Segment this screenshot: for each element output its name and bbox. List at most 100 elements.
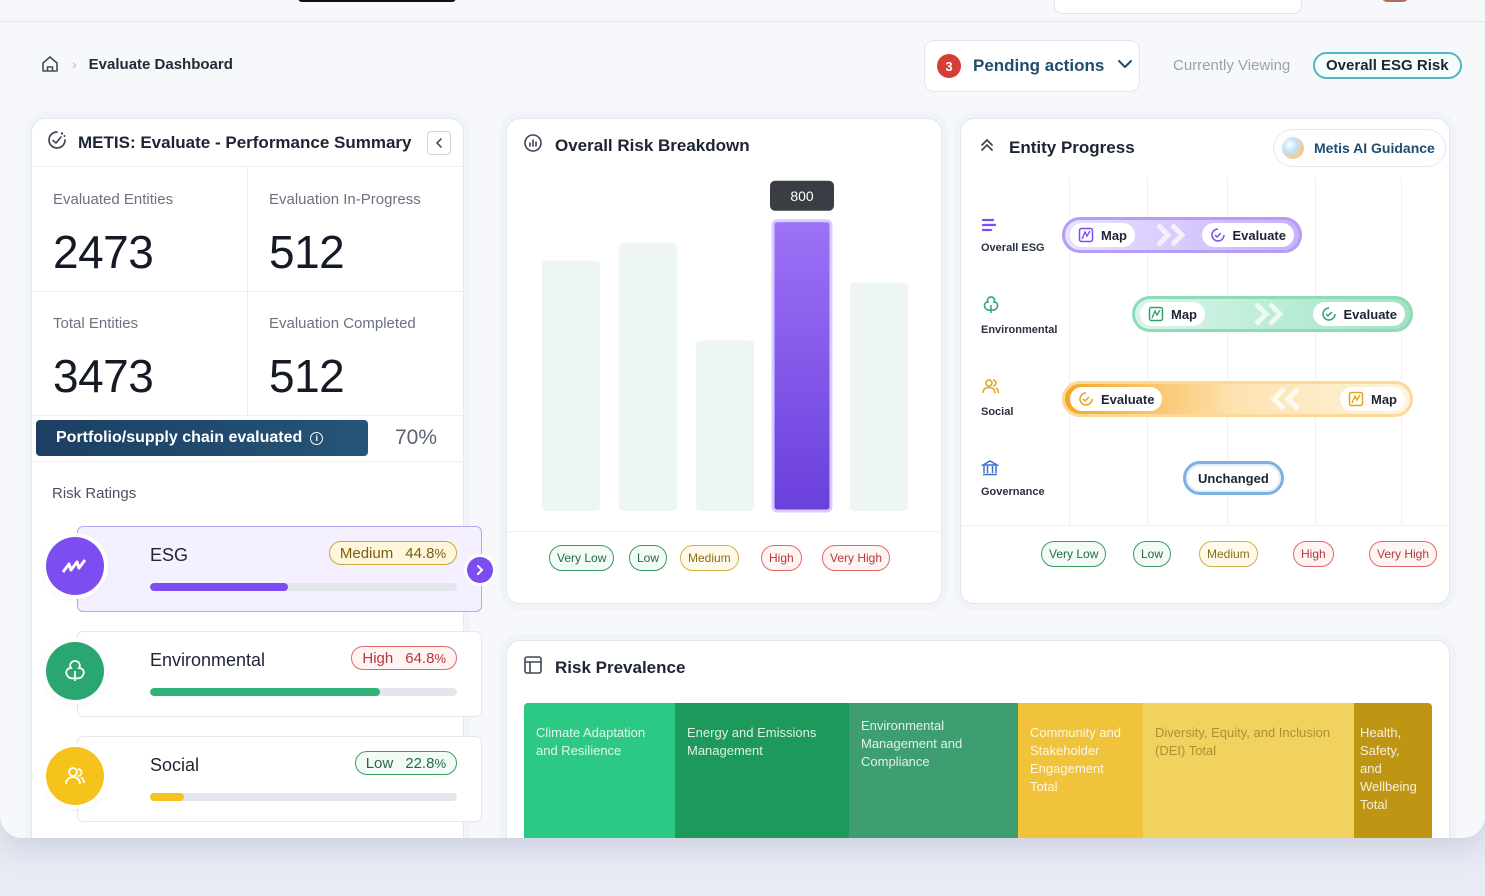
stat-value: 3473	[53, 350, 154, 402]
stat-value: 512	[269, 350, 345, 402]
entity-progress-header: Entity Progress	[977, 135, 1135, 160]
stat-evaluation-completed: Evaluation Completed 512	[248, 291, 464, 415]
progress-track-social[interactable]: Evaluate Map	[1062, 381, 1413, 417]
treemap-cell-climate[interactable]: Climate Adaptation and Resilience	[524, 703, 675, 838]
chevron-down-icon	[1116, 55, 1134, 78]
rating-percent: 44.8%	[405, 544, 446, 562]
pending-actions-button[interactable]: 3 Pending actions	[924, 40, 1140, 92]
level-high-badge[interactable]: High	[761, 545, 802, 571]
overall-risk-breakdown-card: 800 Overall Risk Breakdown Very Low Low …	[506, 118, 943, 604]
rating-level: High	[362, 649, 394, 667]
rating-row-environmental[interactable]: Environmental High 64.8%	[46, 631, 482, 717]
users-icon	[981, 377, 1013, 400]
stat-label: Evaluation In-Progress	[269, 191, 421, 208]
bar-high[interactable]	[771, 219, 833, 513]
entity-progress-title: Entity Progress	[1009, 137, 1135, 157]
level-very-high-badge[interactable]: Very High	[1369, 541, 1438, 567]
divider	[32, 461, 465, 462]
chevron-left-icon	[435, 138, 442, 148]
chevron-right-icon: ›	[72, 56, 77, 72]
top-entities-box[interactable]	[1054, 0, 1302, 14]
divider	[32, 291, 465, 292]
info-icon[interactable]: i	[310, 431, 324, 445]
level-low-badge[interactable]: Low	[629, 545, 668, 571]
treemap-cell-environmental-management[interactable]: Environmental Management and Compliance	[849, 703, 1018, 838]
level-very-low-badge[interactable]: Very Low	[1041, 541, 1107, 567]
row-label-environmental: Environmental	[981, 295, 1057, 336]
rating-level: Low	[365, 754, 394, 772]
performance-summary-card: METIS: Evaluate - Performance Summary Ev…	[31, 118, 465, 838]
performance-header: METIS: Evaluate - Performance Summary	[32, 119, 463, 167]
viewing-selector[interactable]: Overall ESG Risk	[1313, 52, 1462, 79]
level-high-badge[interactable]: High	[1293, 541, 1334, 567]
social-icon	[46, 747, 104, 805]
evaluate-icon	[46, 129, 68, 156]
pending-actions-label: Pending actions	[973, 56, 1105, 75]
risk-prevalence-treemap: Climate Adaptation and Resilience Energy…	[524, 703, 1432, 838]
bar-very-high[interactable]	[850, 282, 908, 511]
bar-low[interactable]	[619, 242, 677, 511]
risk-ratings-heading: Risk Ratings	[52, 485, 137, 502]
rating-percent: 22.8%	[405, 754, 446, 772]
chevron-right-icon[interactable]	[467, 557, 493, 583]
portfolio-label: Portfolio/supply chain evaluated	[56, 429, 303, 446]
metis-ai-guidance-button[interactable]: Metis AI Guidance	[1273, 129, 1446, 167]
metis-ai-guidance-label: Metis AI Guidance	[1314, 140, 1435, 156]
risk-prevalence-header: Risk Prevalence	[523, 655, 685, 680]
breakdown-title: Overall Risk Breakdown	[555, 135, 750, 155]
portfolio-evaluated-bar[interactable]: Portfolio/supply chain evaluated i	[36, 420, 368, 456]
treemap-cell-energy[interactable]: Energy and Emissions Management	[675, 703, 849, 838]
progress-track-overall-esg[interactable]: Map Evaluate	[1062, 217, 1302, 253]
level-low-badge[interactable]: Low	[1133, 541, 1172, 567]
top-strip	[0, 0, 1485, 22]
stat-evaluation-in-progress: Evaluation In-Progress 512	[248, 167, 464, 291]
list-icon	[981, 217, 1045, 236]
chevrons-left-icon	[1270, 387, 1300, 411]
divider	[961, 525, 1451, 526]
stat-evaluated-entities: Evaluated Entities 2473	[32, 167, 248, 291]
rating-level-badge: Low 22.8%	[354, 751, 457, 775]
rating-level-badge: Medium 44.8%	[328, 541, 457, 565]
chart-icon	[523, 133, 543, 158]
stage-chip-evaluate: Evaluate	[1201, 223, 1294, 247]
rating-row-social[interactable]: Social Low 22.8%	[46, 736, 482, 822]
level-very-low-badge[interactable]: Very Low	[549, 545, 615, 571]
level-very-high-badge[interactable]: Very High	[822, 545, 891, 571]
pending-count-badge: 3	[937, 54, 961, 78]
stage-chip-map: Map	[1340, 387, 1405, 411]
stage-chip-map: Map	[1140, 302, 1205, 326]
performance-title: METIS: Evaluate - Performance Summary	[78, 132, 412, 152]
esg-icon	[46, 537, 104, 595]
environmental-icon	[46, 642, 104, 700]
grid-line	[1147, 177, 1148, 525]
rating-name: Social	[150, 755, 200, 775]
avatar[interactable]	[1380, 0, 1410, 2]
grid-line	[1227, 177, 1228, 525]
treemap-cell-community[interactable]: Community and Stakeholder Engagement Tot…	[1018, 703, 1143, 838]
ai-orb-icon	[1282, 137, 1304, 159]
level-medium-badge[interactable]: Medium	[1199, 541, 1258, 567]
treemap-cell-health-safety[interactable]: Health, Safety, and Wellbeing Total	[1354, 703, 1432, 838]
rating-row-esg[interactable]: ESG Medium 44.8%	[46, 526, 493, 612]
top-tab-indicator[interactable]	[298, 0, 456, 2]
stage-chip-map: Map	[1070, 223, 1135, 247]
treemap-cell-dei[interactable]: Diversity, Equity, and Inclusion (DEI) T…	[1143, 703, 1354, 838]
home-icon[interactable]	[40, 54, 60, 74]
grid-line	[1401, 177, 1402, 525]
bar-medium[interactable]	[696, 340, 754, 511]
row-label-governance: Governance	[980, 459, 1045, 498]
bar-very-low[interactable]	[542, 260, 600, 511]
stat-value: 2473	[53, 226, 154, 278]
level-medium-badge[interactable]: Medium	[680, 545, 739, 571]
progress-track-environmental[interactable]: Map Evaluate	[1132, 296, 1413, 332]
map-icon	[1148, 306, 1164, 322]
layout-icon	[523, 655, 543, 680]
stat-value: 512	[269, 226, 345, 278]
chevrons-right-icon	[1156, 223, 1186, 247]
rating-level-badge: High 64.8%	[351, 646, 457, 670]
collapse-button[interactable]	[427, 131, 451, 155]
breadcrumb-current: Evaluate Dashboard	[88, 55, 233, 73]
double-chevron-up-icon	[977, 135, 997, 160]
evaluate-icon	[1321, 307, 1336, 321]
risk-prevalence-title: Risk Prevalence	[555, 657, 686, 677]
